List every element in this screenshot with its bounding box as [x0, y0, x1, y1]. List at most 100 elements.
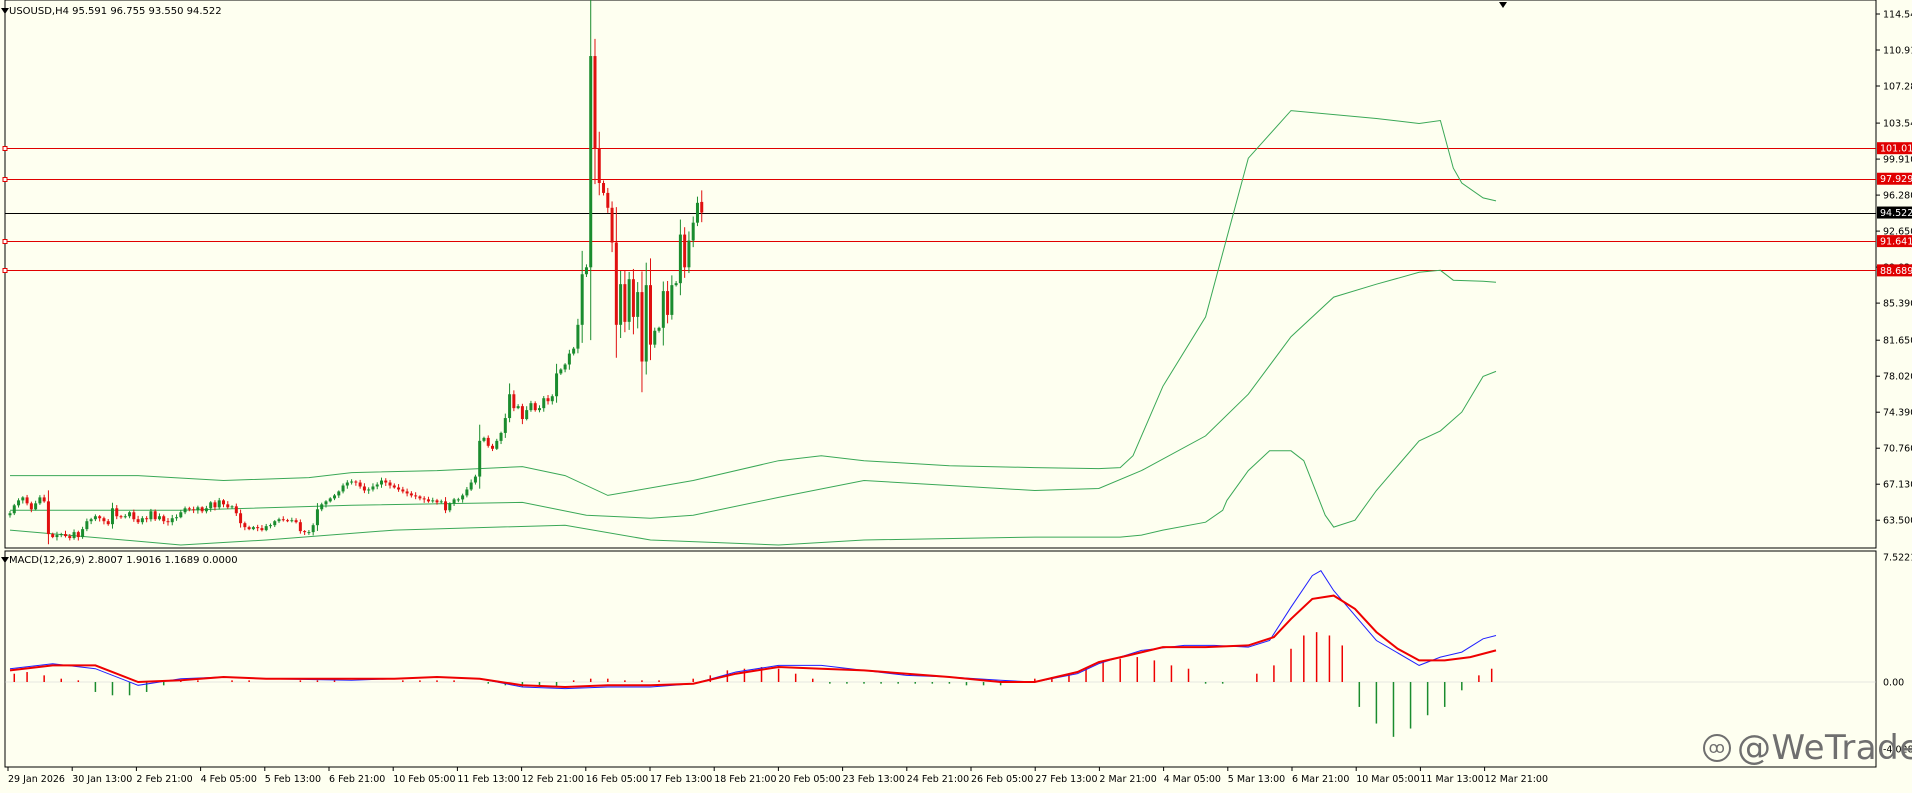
price-tick-label: 81.650: [1883, 336, 1912, 347]
candle-body: [495, 440, 499, 449]
time-tick-label: 5 Mar 13:00: [1228, 774, 1285, 785]
candle-body: [602, 182, 606, 193]
candle-body: [230, 506, 234, 508]
time-tick-label: 18 Feb 21:00: [714, 774, 776, 785]
bollinger-bands: [9, 110, 1497, 546]
candle-body: [239, 513, 243, 524]
candle-body: [640, 292, 644, 362]
signal-line: [9, 594, 1497, 689]
candle-body: [644, 285, 648, 362]
price-tick-label: 99.910: [1883, 155, 1912, 166]
candle-body: [294, 520, 298, 523]
price-tick-label: 110.910: [1883, 46, 1912, 57]
candle-body: [478, 440, 482, 477]
candle-body: [264, 526, 268, 531]
candle-body: [153, 511, 157, 520]
candle-body: [234, 506, 238, 514]
candle-body: [525, 410, 529, 420]
candle-body: [196, 507, 200, 511]
time-tick-label: 4 Mar 05:00: [1164, 774, 1221, 785]
candle-body: [251, 527, 255, 530]
candle-body: [170, 518, 174, 523]
candle-body: [533, 403, 537, 411]
candle-body: [34, 503, 38, 510]
candle-body: [687, 240, 691, 268]
time-tick-label: 11 Mar 13:00: [1420, 774, 1483, 785]
price-tick-label: 74.390: [1883, 408, 1912, 419]
candle-body: [572, 348, 576, 354]
time-tick-label: 23 Feb 13:00: [843, 774, 905, 785]
candle-body: [516, 406, 520, 409]
candle-body: [38, 497, 42, 504]
macd-line: [9, 570, 1497, 690]
candle-body: [106, 521, 110, 525]
candle-body: [567, 353, 571, 365]
candle-body: [636, 292, 640, 317]
time-tick-label: 10 Feb 05:00: [393, 774, 455, 785]
candle-body: [465, 489, 469, 496]
candle-body: [183, 508, 187, 513]
candle-body: [72, 532, 76, 539]
candle-body: [8, 513, 12, 516]
candle-body: [273, 521, 277, 526]
candle-body: [320, 504, 324, 510]
price-tick-label: 85.390: [1883, 299, 1912, 310]
price-tag-label: 91.641: [1880, 237, 1912, 248]
candle-body: [435, 500, 439, 503]
candle-body: [281, 519, 285, 521]
candle-body: [597, 148, 601, 183]
candle-body: [452, 499, 456, 504]
candle-body: [546, 398, 550, 402]
candle-body: [290, 520, 294, 522]
candle-body: [401, 489, 405, 492]
candle-body: [661, 291, 665, 328]
price-tick-label: 114.540: [1883, 10, 1912, 21]
candle-body: [563, 364, 567, 370]
candle-body: [123, 516, 127, 518]
main-menu-arrow-icon[interactable]: [1, 8, 9, 14]
candle-body: [695, 202, 699, 223]
candle-body: [140, 518, 144, 523]
candle-body: [456, 499, 460, 501]
candle-body: [256, 527, 260, 529]
scroll-marker-icon: [1499, 2, 1507, 8]
time-tick-label: 12 Feb 21:00: [522, 774, 584, 785]
candle-body: [678, 234, 682, 284]
candle-body: [98, 516, 102, 519]
macd-menu-arrow-icon[interactable]: [1, 557, 9, 563]
current-price-tag: [1877, 206, 1912, 219]
time-tick-label: 6 Feb 21:00: [329, 774, 385, 785]
candle-body: [499, 432, 503, 441]
candle-body: [371, 486, 375, 490]
candle-body: [657, 327, 661, 331]
candle-body: [666, 291, 670, 315]
price-tag-label: 88.689: [1880, 266, 1912, 277]
line-handle-3: [2, 239, 8, 244]
price-tick-label: 103.540: [1883, 119, 1912, 130]
candle-body: [559, 369, 563, 374]
time-tick-label: 2 Mar 21:00: [1099, 774, 1156, 785]
candle-body: [469, 482, 473, 490]
candle-body: [555, 373, 559, 397]
macd-tick-label: 0.00: [1883, 678, 1904, 689]
candle-body: [68, 536, 72, 539]
macd-info: MACD(12,26,9) 2.8007 1.9016 1.1689 0.000…: [9, 555, 238, 566]
candle-body: [606, 192, 610, 208]
candle-body: [303, 531, 307, 533]
horizontal-lines[interactable]: [2, 146, 1876, 273]
candle-body: [192, 509, 196, 511]
price-tick-label: 63.500: [1883, 516, 1912, 527]
price-axis: 114.540 110.910 107.280 103.540 99.910 96.280…: [1876, 10, 1912, 755]
macd-panel-border: [4, 550, 1877, 768]
candle-body: [508, 394, 512, 419]
price-level-tag: [1877, 172, 1912, 185]
candle-body: [149, 511, 153, 520]
candle-body: [93, 516, 97, 520]
main-panel-border: [4, 0, 1877, 549]
candle-body: [409, 493, 413, 496]
symbol-info: USOUSD,H4 95.591 96.755 93.550 94.522: [9, 6, 222, 17]
chart-frame: [4, 0, 1877, 768]
candle-body: [414, 495, 418, 497]
candle-body: [85, 521, 89, 530]
